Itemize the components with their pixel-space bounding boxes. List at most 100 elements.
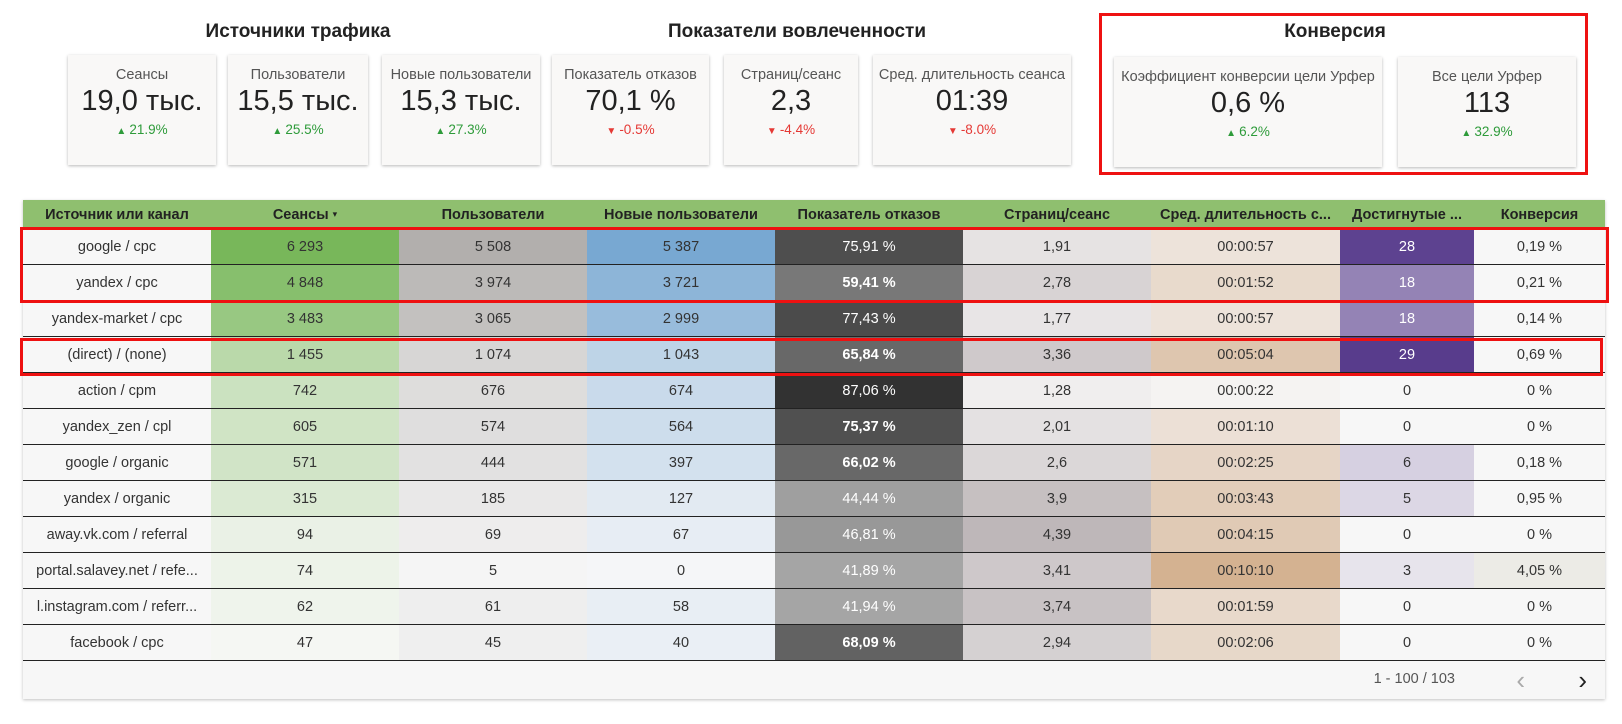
- arrow-up-icon: ▲: [1226, 128, 1237, 139]
- kpi-card-all-goals: Все цели Урфер 113 ▲ 32.9%: [1398, 57, 1576, 167]
- cell-bounce-rate: 75,37 %: [775, 408, 963, 445]
- cell-conversion: 0,19 %: [1474, 229, 1605, 265]
- cell-goals-reached: 18: [1340, 300, 1474, 337]
- kpi-value: 113: [1463, 87, 1511, 119]
- cell-sessions: 74: [211, 552, 399, 589]
- cell-source: away.vk.com / referral: [23, 516, 211, 553]
- cell-source: (direct) / (none): [23, 336, 211, 373]
- kpi-card-avg-duration: Сред. длительность сеанса 01:39 ▼ -8.0%: [873, 55, 1071, 165]
- cell-new-users: 3 721: [587, 264, 775, 301]
- kpi-label: Пользователи: [250, 67, 346, 83]
- table-body: google / cpc 6 293 5 508 5 387 75,91 % 1,91 00…: [23, 229, 1605, 661]
- cell-sessions: 315: [211, 480, 399, 517]
- kpi-delta: ▲ 6.2%: [1114, 124, 1382, 139]
- cell-sessions: 1 455: [211, 336, 399, 373]
- kpi-value: 15,3 тыс.: [400, 85, 522, 117]
- cell-users: 45: [399, 624, 587, 661]
- cell-sessions: 47: [211, 624, 399, 661]
- cell-avg-duration: 00:00:57: [1151, 300, 1340, 337]
- kpi-card-new-users: Новые пользователи 15,3 тыс. ▲ 27.3%: [382, 55, 540, 165]
- cell-source: yandex / organic: [23, 480, 211, 517]
- table-row[interactable]: away.vk.com / referral 94 69 67 46,81 % 4,39 0…: [23, 516, 1605, 553]
- column-header-pages-per-session[interactable]: Страниц/сеанс: [963, 200, 1151, 229]
- cell-source: l.instagram.com / referr...: [23, 588, 211, 625]
- cell-sessions: 3 483: [211, 300, 399, 337]
- traffic-table: Источник или канал Сеансы ▾ Пользователи …: [23, 200, 1605, 699]
- table-row[interactable]: l.instagram.com / referr... 62 61 58 41,94 %…: [23, 588, 1605, 625]
- table-row[interactable]: yandex_zen / cpl 605 574 564 75,37 % 2,01 00:0…: [23, 408, 1605, 445]
- column-header-conversion[interactable]: Конверсия: [1474, 200, 1605, 229]
- table-row[interactable]: facebook / cpc 47 45 40 68,09 % 2,94 00:02:06 0…: [23, 624, 1605, 661]
- column-header-source[interactable]: Источник или канал: [23, 200, 211, 229]
- column-header-users[interactable]: Пользователи: [399, 200, 587, 229]
- pagination-text: 1 - 100 / 103: [1373, 671, 1455, 687]
- cell-pages-per-session: 1,77: [963, 300, 1151, 337]
- cell-new-users: 127: [587, 480, 775, 517]
- cell-conversion: 0,95 %: [1474, 480, 1605, 517]
- cell-bounce-rate: 41,94 %: [775, 588, 963, 625]
- table-row[interactable]: google / cpc 6 293 5 508 5 387 75,91 % 1,91 00…: [23, 229, 1605, 265]
- kpi-delta-value: -4.4%: [779, 122, 816, 137]
- cell-new-users: 2 999: [587, 300, 775, 337]
- chevron-right-icon[interactable]: ›: [1578, 665, 1587, 695]
- chevron-left-icon[interactable]: ‹: [1516, 665, 1525, 695]
- kpi-delta: ▲ 21.9%: [68, 122, 216, 137]
- table-row[interactable]: google / organic 571 444 397 66,02 % 2,6 00:02…: [23, 444, 1605, 481]
- column-header-sessions[interactable]: Сеансы ▾: [211, 200, 399, 229]
- cell-conversion: 0,21 %: [1474, 264, 1605, 301]
- column-header-avg-duration[interactable]: Сред. длительность с...: [1151, 200, 1340, 229]
- arrow-down-icon: ▼: [766, 126, 777, 137]
- table-row[interactable]: portal.salavey.net / refe... 74 5 0 41,89 % 3…: [23, 552, 1605, 589]
- kpi-delta-value: 27.3%: [448, 122, 487, 137]
- cell-sessions: 62: [211, 588, 399, 625]
- kpi-card-goal-conversion-rate: Коэффициент конверсии цели Урфер 0,6 % ▲…: [1114, 57, 1382, 167]
- kpi-label: Страниц/сеанс: [740, 67, 842, 83]
- kpi-delta: ▲ 27.3%: [382, 122, 540, 137]
- kpi-delta: ▲ 25.5%: [228, 122, 368, 137]
- cell-pages-per-session: 2,78: [963, 264, 1151, 301]
- column-header-bounce-rate[interactable]: Показатель отказов: [775, 200, 963, 229]
- cell-users: 5 508: [399, 229, 587, 265]
- cell-goals-reached: 18: [1340, 264, 1474, 301]
- kpi-label: Все цели Урфер: [1431, 69, 1542, 85]
- cell-bounce-rate: 41,89 %: [775, 552, 963, 589]
- table-row[interactable]: yandex-market / cpc 3 483 3 065 2 999 77,43 …: [23, 300, 1605, 337]
- cell-bounce-rate: 59,41 %: [775, 264, 963, 301]
- section-title-engagement: Показатели вовлеченности: [667, 21, 927, 42]
- cell-goals-reached: 0: [1340, 624, 1474, 661]
- cell-goals-reached: 29: [1340, 336, 1474, 373]
- cell-new-users: 0: [587, 552, 775, 589]
- cell-goals-reached: 0: [1340, 516, 1474, 553]
- cell-users: 444: [399, 444, 587, 481]
- table-row[interactable]: yandex / organic 315 185 127 44,44 % 3,9 00:03…: [23, 480, 1605, 517]
- table-row[interactable]: yandex / cpc 4 848 3 974 3 721 59,41 % 2,78 00…: [23, 264, 1605, 301]
- table-row[interactable]: (direct) / (none) 1 455 1 074 1 043 65,84 % 3…: [23, 336, 1605, 373]
- kpi-delta-value: 21.9%: [129, 122, 168, 137]
- kpi-delta-value: 25.5%: [285, 122, 324, 137]
- column-header-goals-reached[interactable]: Достигнутые ...: [1340, 200, 1474, 229]
- kpi-delta-value: 6.2%: [1239, 124, 1270, 139]
- cell-avg-duration: 00:00:22: [1151, 372, 1340, 409]
- kpi-delta: ▼ -8.0%: [873, 122, 1071, 137]
- cell-avg-duration: 00:00:57: [1151, 229, 1340, 265]
- kpi-delta: ▼ -4.4%: [724, 122, 858, 137]
- table-header-row: Источник или канал Сеансы ▾ Пользователи …: [23, 200, 1605, 229]
- kpi-value: 01:39: [935, 85, 1009, 117]
- cell-source: yandex_zen / cpl: [23, 408, 211, 445]
- cell-source: yandex-market / cpc: [23, 300, 211, 337]
- cell-source: facebook / cpc: [23, 624, 211, 661]
- cell-pages-per-session: 2,6: [963, 444, 1151, 481]
- cell-pages-per-session: 3,9: [963, 480, 1151, 517]
- cell-avg-duration: 00:03:43: [1151, 480, 1340, 517]
- kpi-value: 19,0 тыс.: [81, 85, 203, 117]
- cell-goals-reached: 0: [1340, 372, 1474, 409]
- arrow-up-icon: ▲: [272, 126, 283, 137]
- kpi-card-pages-per-session: Страниц/сеанс 2,3 ▼ -4.4%: [724, 55, 858, 165]
- cell-new-users: 1 043: [587, 336, 775, 373]
- cell-bounce-rate: 66,02 %: [775, 444, 963, 481]
- section-title-conversion: Конверсия: [1284, 21, 1386, 42]
- column-header-new-users[interactable]: Новые пользователи: [587, 200, 775, 229]
- cell-goals-reached: 0: [1340, 408, 1474, 445]
- table-row[interactable]: action / cpm 742 676 674 87,06 % 1,28 00:00:22…: [23, 372, 1605, 409]
- cell-pages-per-session: 3,41: [963, 552, 1151, 589]
